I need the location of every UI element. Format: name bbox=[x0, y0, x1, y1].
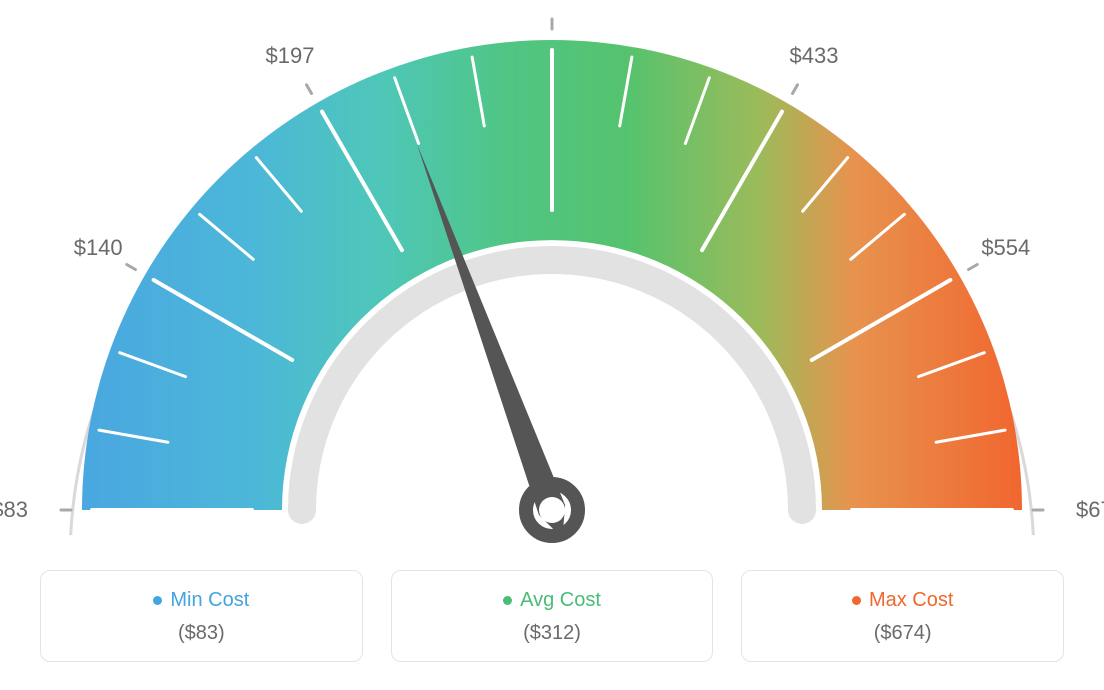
gauge-tick-label: $83 bbox=[0, 497, 28, 523]
legend-card-max: Max Cost ($674) bbox=[741, 570, 1064, 662]
legend-title-min-text: Min Cost bbox=[170, 589, 249, 612]
legend-title-max-text: Max Cost bbox=[869, 589, 953, 612]
gauge-tick-label: $554 bbox=[981, 235, 1030, 261]
gauge-tick-label: $140 bbox=[74, 235, 123, 261]
legend-card-min: Min Cost ($83) bbox=[40, 570, 363, 662]
legend-value-min: ($83) bbox=[51, 622, 352, 645]
gauge-area: $83$140$197$312$433$554$674 bbox=[0, 0, 1104, 560]
cost-gauge-chart: $83$140$197$312$433$554$674 Min Cost ($8… bbox=[0, 0, 1104, 690]
legend-title-min: Min Cost bbox=[153, 589, 249, 612]
gauge-tick-label: $674 bbox=[1076, 497, 1104, 523]
legend-row: Min Cost ($83) Avg Cost ($312) Max Cost … bbox=[40, 570, 1064, 662]
gauge-svg bbox=[0, 0, 1104, 560]
gauge-tick-label: $433 bbox=[790, 43, 839, 69]
legend-title-avg: Avg Cost bbox=[503, 589, 601, 612]
legend-title-max: Max Cost bbox=[852, 589, 953, 612]
legend-dot-avg bbox=[503, 596, 512, 605]
legend-value-avg: ($312) bbox=[402, 622, 703, 645]
legend-value-max: ($674) bbox=[752, 622, 1053, 645]
legend-card-avg: Avg Cost ($312) bbox=[391, 570, 714, 662]
legend-title-avg-text: Avg Cost bbox=[520, 589, 601, 612]
legend-dot-max bbox=[852, 596, 861, 605]
gauge-tick-label: $197 bbox=[266, 43, 315, 69]
legend-dot-min bbox=[153, 596, 162, 605]
